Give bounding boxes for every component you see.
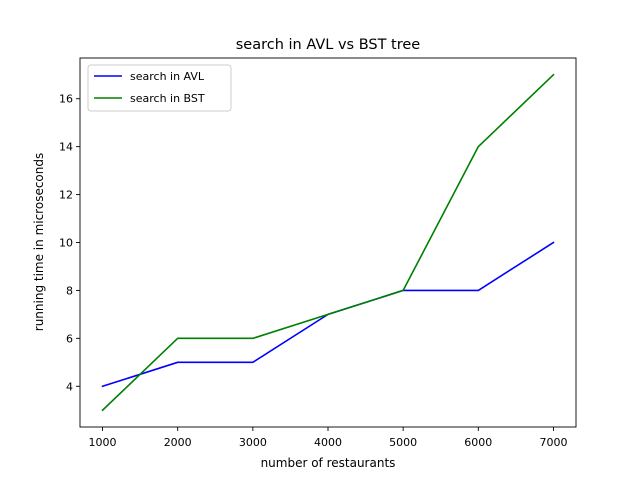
y-axis-label: running time in microseconds [32, 153, 46, 331]
x-tick-label: 2000 [164, 436, 192, 449]
y-tick-label: 6 [66, 332, 73, 345]
x-tick-label: 7000 [539, 436, 567, 449]
x-tick-label: 1000 [89, 436, 117, 449]
x-tick-label: 6000 [464, 436, 492, 449]
x-tick-label: 5000 [389, 436, 417, 449]
y-tick-label: 10 [59, 237, 73, 250]
legend: search in AVL search in BST [87, 64, 232, 112]
y-tick-label: 8 [66, 284, 73, 297]
legend-label: search in BST [130, 92, 205, 105]
y-tick-label: 4 [66, 380, 73, 393]
series-line-1 [101, 73, 555, 412]
y-tick-label: 16 [59, 93, 73, 106]
y-tick-label: 12 [59, 189, 73, 202]
x-tick-label: 4000 [314, 436, 342, 449]
chart-title: search in AVL vs BST tree [236, 37, 421, 53]
legend-box [87, 64, 232, 112]
plot-area: 1000 2000 3000 4000 5000 6000 7000 4 6 8 10 12 14 16 s… [59, 57, 577, 449]
legend-label: search in AVL [130, 70, 205, 83]
x-tick-label: 3000 [239, 436, 267, 449]
y-tick-label: 14 [59, 141, 73, 154]
x-axis-label: number of restaurants [261, 456, 396, 470]
